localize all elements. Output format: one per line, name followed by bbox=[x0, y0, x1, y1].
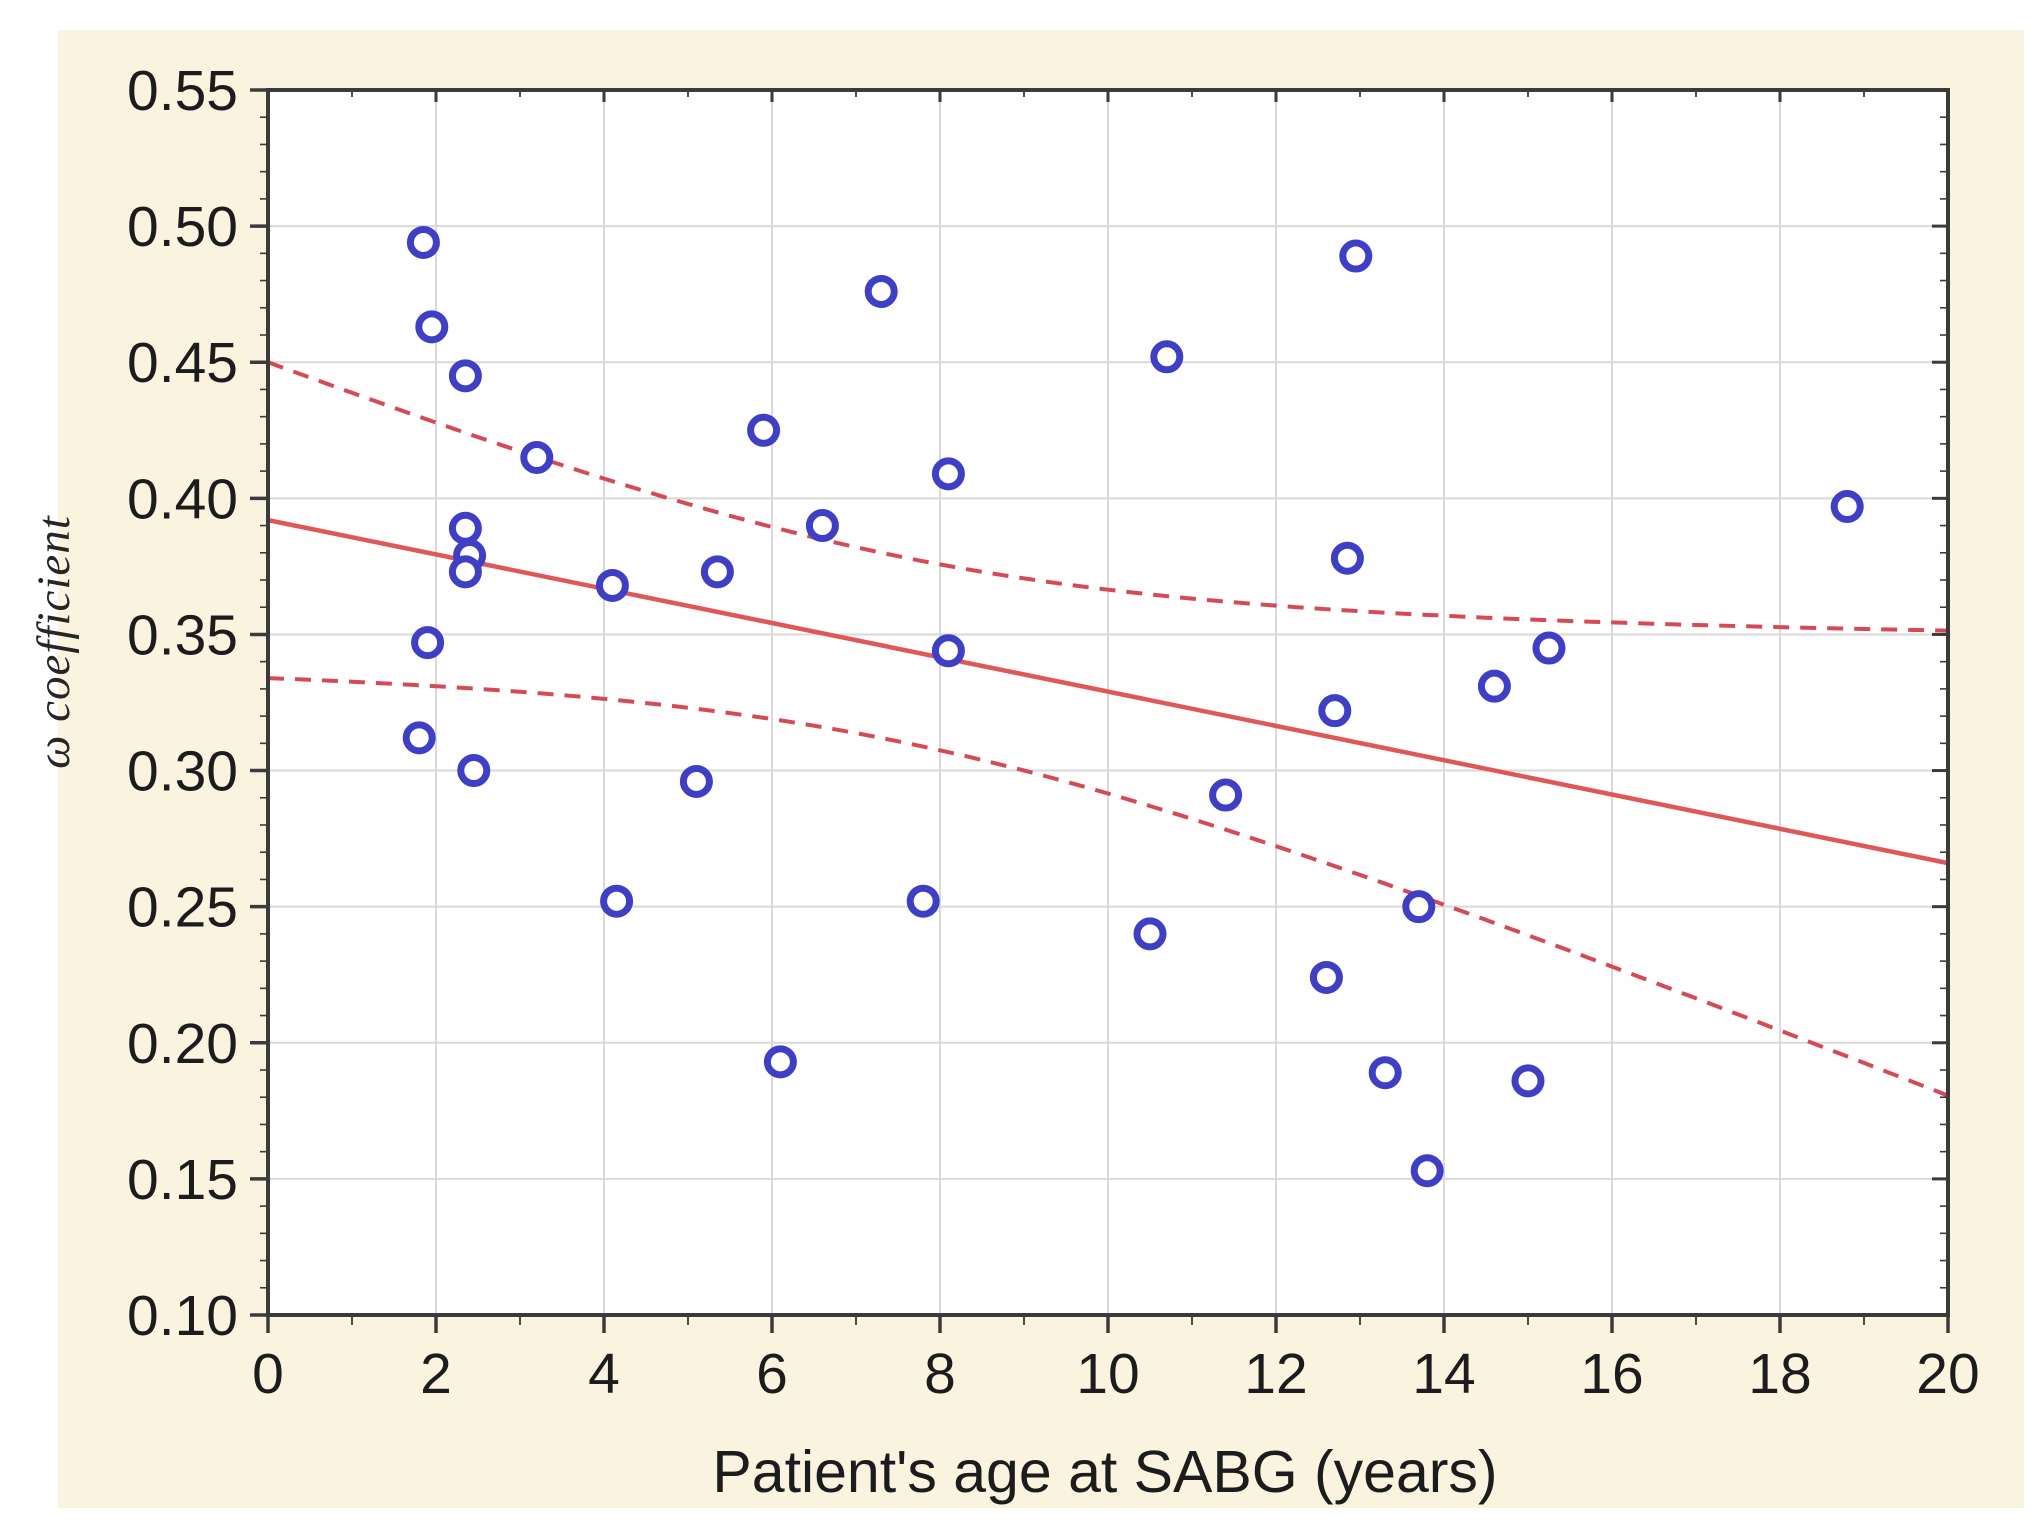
y-tick-label: 0.45 bbox=[127, 331, 238, 395]
y-tick-label: 0.15 bbox=[127, 1148, 238, 1212]
data-point bbox=[402, 721, 436, 755]
x-tick-label: 8 bbox=[924, 1342, 956, 1406]
data-point bbox=[763, 1045, 797, 1079]
y-tick-label: 0.20 bbox=[127, 1012, 238, 1076]
data-point bbox=[864, 274, 898, 308]
x-axis-title: Patient's age at SABG (years) bbox=[712, 1439, 1498, 1505]
x-tick-label: 20 bbox=[1916, 1342, 1979, 1406]
data-point bbox=[1402, 890, 1436, 924]
y-tick-label: 0.25 bbox=[127, 876, 238, 940]
x-tick-label: 16 bbox=[1580, 1342, 1643, 1406]
data-point bbox=[1209, 778, 1243, 812]
x-tick-label: 12 bbox=[1244, 1342, 1307, 1406]
data-point bbox=[415, 310, 449, 344]
data-point bbox=[1133, 917, 1167, 951]
y-tick-label: 0.30 bbox=[127, 740, 238, 804]
data-point bbox=[457, 754, 491, 788]
x-tick-label: 18 bbox=[1748, 1342, 1811, 1406]
data-point bbox=[747, 413, 781, 447]
y-tick-label: 0.35 bbox=[127, 603, 238, 667]
data-point bbox=[1309, 960, 1343, 994]
data-point bbox=[448, 555, 482, 589]
data-point bbox=[1318, 694, 1352, 728]
y-axis-title: ω coefficient bbox=[28, 515, 80, 769]
data-point bbox=[1511, 1064, 1545, 1098]
data-point bbox=[520, 441, 554, 474]
data-point bbox=[1330, 541, 1364, 575]
confidence-band-lower bbox=[267, 676, 1949, 1098]
data-point bbox=[448, 511, 482, 545]
data-point bbox=[1830, 490, 1864, 523]
data-point bbox=[600, 884, 634, 918]
x-tick-label: 0 bbox=[252, 1342, 284, 1406]
data-point bbox=[805, 509, 839, 543]
data-point bbox=[1150, 340, 1184, 374]
data-point bbox=[679, 764, 713, 798]
data-point bbox=[1410, 1154, 1444, 1188]
regression-line bbox=[267, 517, 1949, 866]
data-point bbox=[406, 225, 440, 259]
data-point bbox=[931, 634, 965, 668]
data-point bbox=[595, 568, 629, 602]
x-tick-label: 6 bbox=[756, 1342, 788, 1406]
x-tick-label: 10 bbox=[1076, 1342, 1139, 1406]
data-point bbox=[411, 626, 445, 660]
y-tick-label: 0.40 bbox=[127, 467, 238, 531]
confidence-band-upper bbox=[267, 360, 1949, 633]
data-point bbox=[1339, 239, 1373, 273]
data-point bbox=[1532, 631, 1566, 665]
data-point bbox=[448, 359, 482, 393]
y-tick-label: 0.50 bbox=[127, 195, 238, 259]
data-point bbox=[931, 457, 965, 491]
data-point bbox=[700, 555, 734, 589]
data-point bbox=[1477, 669, 1511, 703]
data-point bbox=[906, 884, 940, 918]
y-tick-label: 0.10 bbox=[127, 1284, 238, 1348]
y-tick-label: 0.55 bbox=[127, 59, 238, 123]
x-tick-label: 14 bbox=[1412, 1342, 1475, 1406]
data-point bbox=[1368, 1056, 1402, 1090]
x-tick-label: 4 bbox=[588, 1342, 620, 1406]
x-tick-label: 2 bbox=[420, 1342, 452, 1406]
